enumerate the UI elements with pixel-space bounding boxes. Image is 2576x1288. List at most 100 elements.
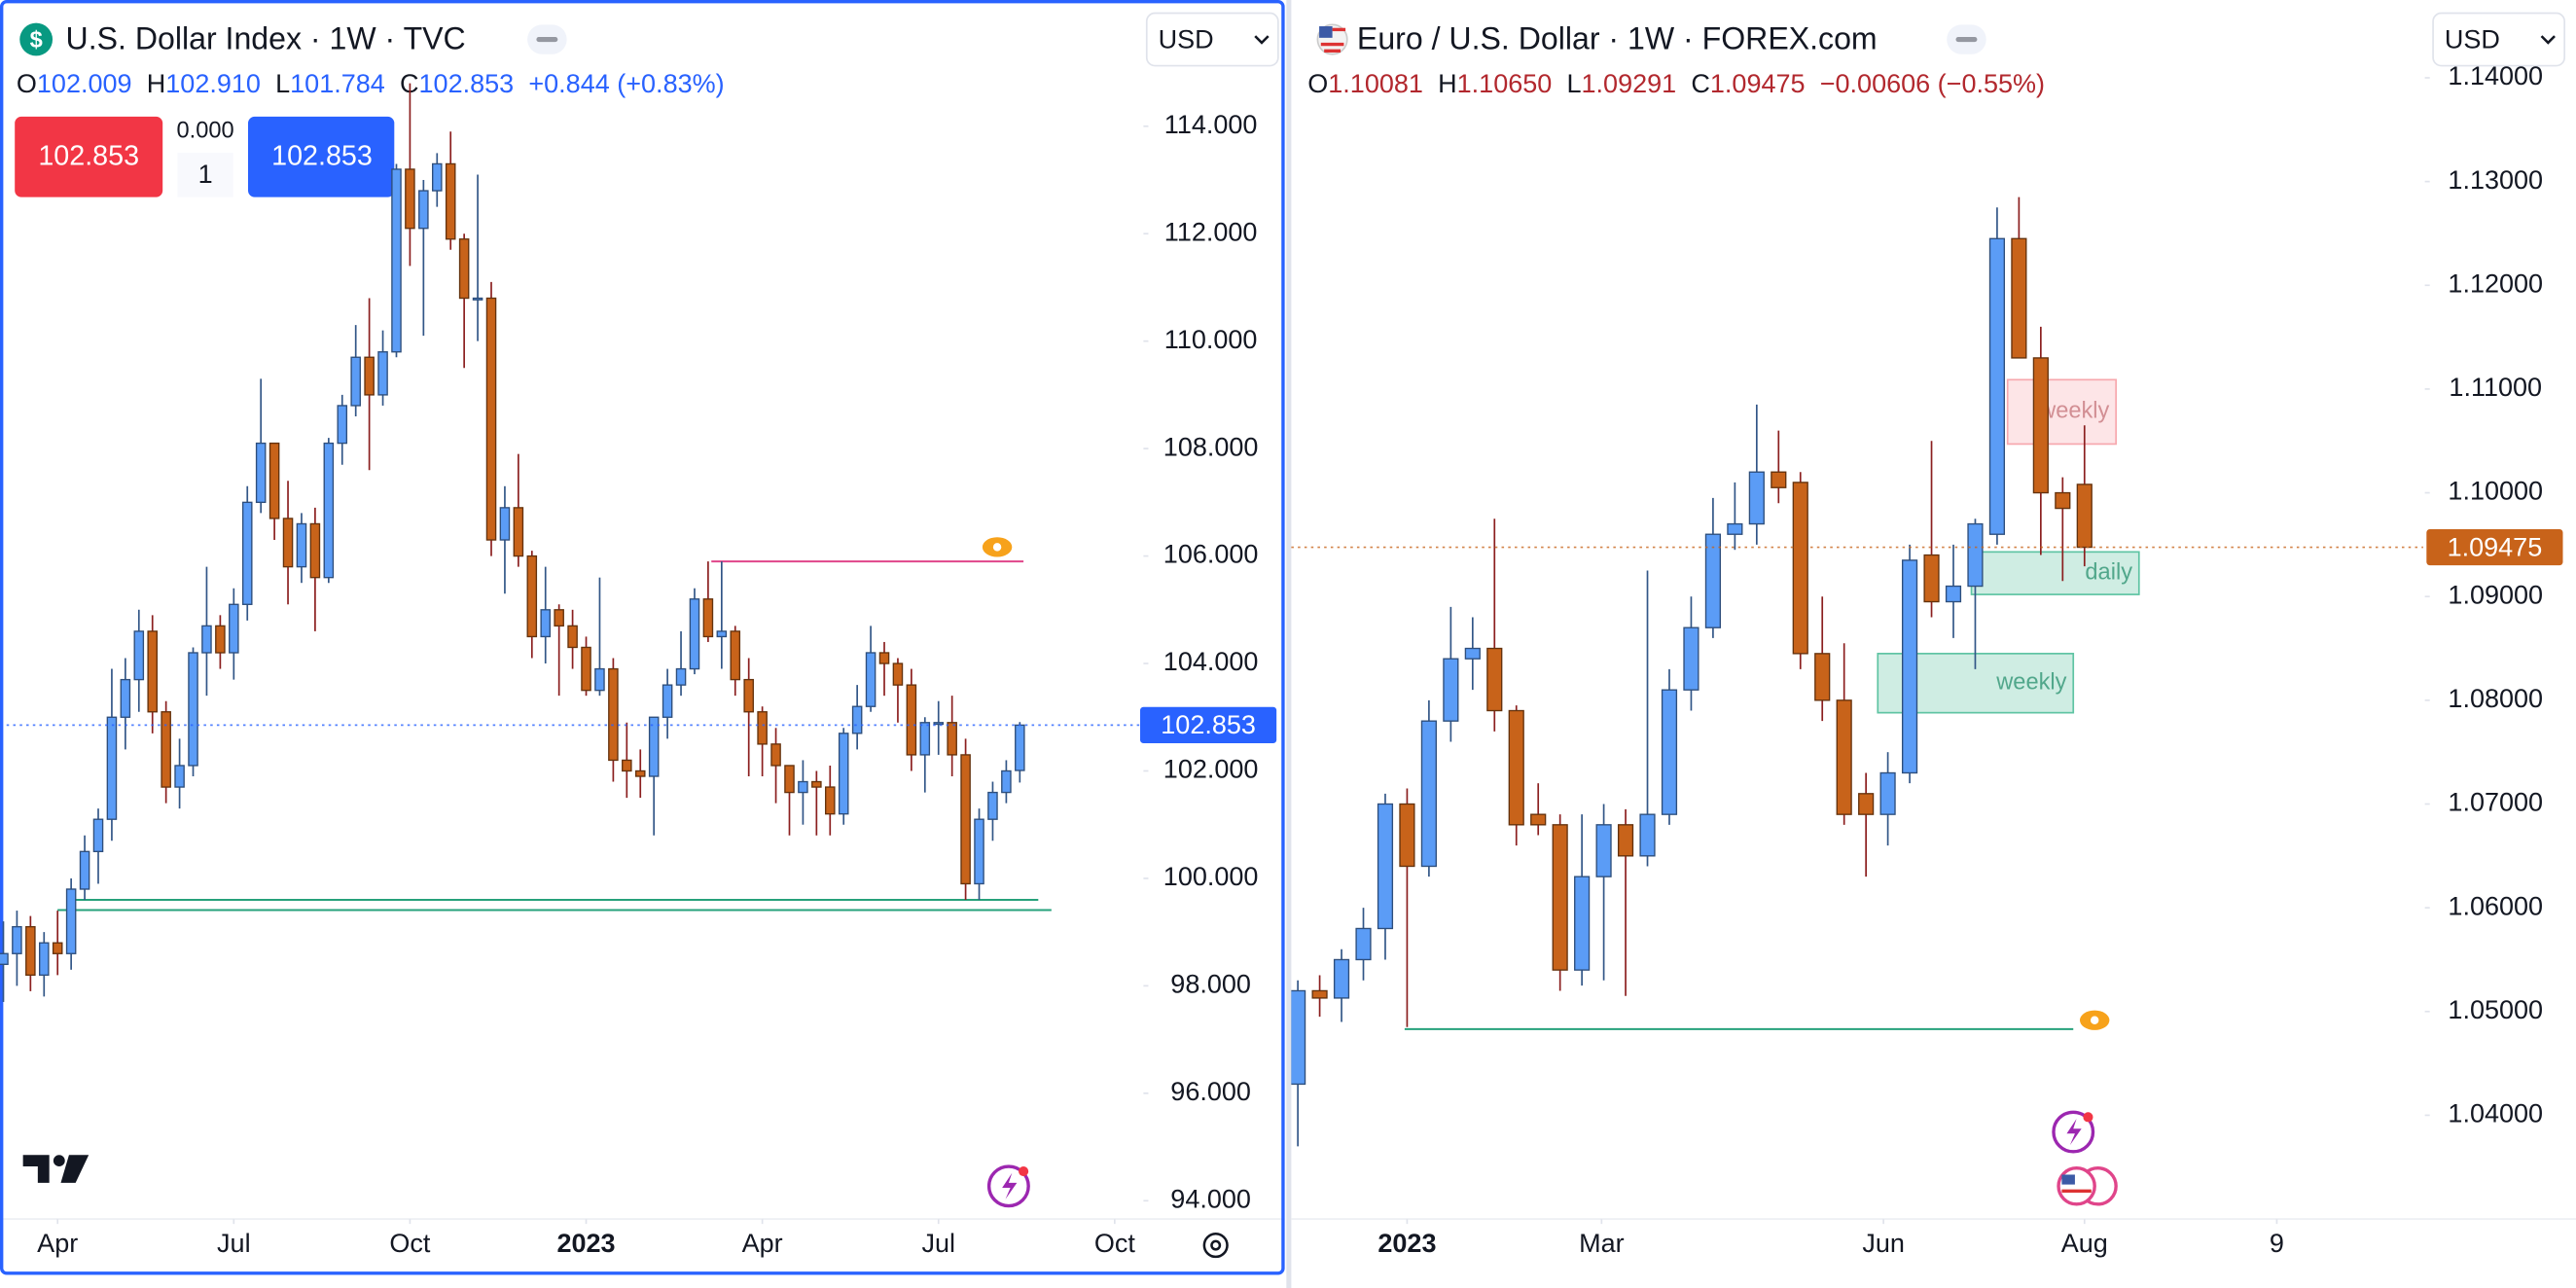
candle-body: [1420, 720, 1437, 868]
candle-body: [648, 716, 660, 777]
candle-body: [743, 678, 754, 713]
ohlc-value: 102.009: [37, 69, 132, 98]
candle-body: [1001, 769, 1012, 794]
candle-body: [350, 356, 361, 407]
zone-box: [2006, 378, 2117, 446]
active-pane-border: [0, 0, 1285, 1275]
candle-body: [540, 609, 552, 638]
chevron: [1254, 35, 1270, 45]
candle-body: [811, 780, 822, 788]
candle-body: [987, 791, 998, 820]
ohlc-key: O: [1307, 69, 1328, 98]
y-tick-label: 110.000: [1164, 325, 1258, 354]
symbol-icon: [19, 22, 54, 56]
candle-body: [391, 168, 402, 353]
y-tick-label: 94.000: [1170, 1184, 1251, 1213]
y-tick-label: 1.05000: [2448, 995, 2543, 1024]
candle-body: [1399, 803, 1415, 868]
candle-body: [65, 888, 77, 954]
quantity-box[interactable]: [177, 153, 233, 197]
candle-body: [418, 190, 429, 230]
sell-button[interactable]: 102.853: [15, 116, 163, 197]
sell-price[interactable]: 102.853: [38, 141, 139, 172]
candle-body: [52, 942, 63, 954]
ohlc-key: L: [275, 69, 290, 98]
candle-body: [1617, 824, 1634, 857]
currency-label[interactable]: USD: [1159, 24, 1214, 54]
y-tick-label: 108.000: [1163, 432, 1259, 461]
candle-body: [147, 630, 158, 713]
candle-body: [960, 754, 971, 885]
candle-body: [2032, 357, 2049, 494]
candle-body: [296, 522, 307, 568]
candle-body: [919, 722, 931, 756]
alert-eye-icon[interactable]: [2079, 1010, 2110, 1030]
candle-body: [1530, 813, 1547, 826]
candle-body: [323, 442, 335, 579]
candle-body: [906, 684, 917, 756]
events-flags-icon[interactable]: [2057, 1166, 2118, 1206]
currency-label[interactable]: USD: [2445, 24, 2500, 54]
symbol-icon-text: $: [30, 27, 43, 53]
x-tick-label: 9: [2270, 1229, 2284, 1258]
candle-body: [282, 518, 294, 568]
buy-price[interactable]: 102.853: [271, 141, 373, 172]
currency-dropdown[interactable]: USD: [2432, 12, 2566, 67]
candle-body: [1727, 522, 1743, 535]
candle-body: [1901, 559, 1918, 774]
candle-body: [1574, 876, 1591, 971]
candle-body: [133, 630, 145, 681]
alert-eye-icon[interactable]: [982, 537, 1013, 557]
candle-body: [2055, 491, 2071, 510]
x-tick-label: Aug: [2061, 1229, 2108, 1258]
collapse-pill[interactable]: [527, 24, 567, 54]
candle-body: [405, 168, 415, 230]
candle-body: [1552, 824, 1568, 971]
candle-body: [2076, 483, 2093, 549]
candle-body: [974, 818, 984, 885]
ohlc-change: −0.00606 (−0.55%): [1820, 69, 2045, 98]
ohlc-value: 1.09291: [1582, 69, 1677, 98]
y-tick-label: 102.000: [1163, 755, 1259, 784]
candle-body: [1945, 585, 1962, 603]
chart-title: Euro / U.S. Dollar · 1W · FOREX.com: [1357, 21, 1878, 56]
candle-body: [865, 652, 877, 707]
candle-body: [0, 952, 9, 965]
y-tick-label: 106.000: [1163, 540, 1259, 569]
quantity[interactable]: 1: [198, 160, 213, 189]
candle-body: [161, 711, 171, 788]
currency-dropdown[interactable]: USD: [1145, 12, 1279, 67]
candle-body: [622, 759, 632, 772]
buy-button[interactable]: 102.853: [248, 116, 395, 197]
candle-body: [608, 667, 619, 762]
lightning-icon[interactable]: [2052, 1110, 2095, 1154]
collapse-pill[interactable]: [1947, 24, 1986, 54]
spread: 0.000: [177, 118, 234, 143]
settings-icon[interactable]: [1202, 1233, 1229, 1259]
ohlc-value: 1.09475: [1710, 69, 1806, 98]
y-tick-label: 104.000: [1163, 647, 1259, 676]
zone-label: weekly: [2038, 399, 2109, 424]
candle-body: [255, 442, 267, 504]
candle-body: [1486, 647, 1503, 712]
lightning-icon[interactable]: [986, 1164, 1030, 1208]
candle-body: [581, 646, 591, 692]
candle-body: [499, 507, 511, 541]
candle-body: [39, 942, 50, 977]
candle-body: [188, 652, 198, 767]
candle-body: [947, 722, 957, 756]
candle-body: [1748, 471, 1765, 525]
ohlc-value: 102.853: [419, 69, 515, 98]
candle-body: [229, 603, 239, 654]
candle-body: [838, 733, 849, 815]
x-tick-label: Jul: [217, 1229, 251, 1258]
candle-body: [784, 765, 795, 794]
y-tick-label: 98.000: [1170, 970, 1251, 999]
candle-body: [1967, 522, 1984, 588]
y-tick-label: 1.04000: [2448, 1099, 2543, 1128]
plot-area: weekly daily weekly: [1291, 197, 2140, 1147]
x-tick-label: Apr: [742, 1229, 783, 1258]
zone-label: daily: [2085, 559, 2132, 585]
candle-body: [2011, 237, 2027, 359]
